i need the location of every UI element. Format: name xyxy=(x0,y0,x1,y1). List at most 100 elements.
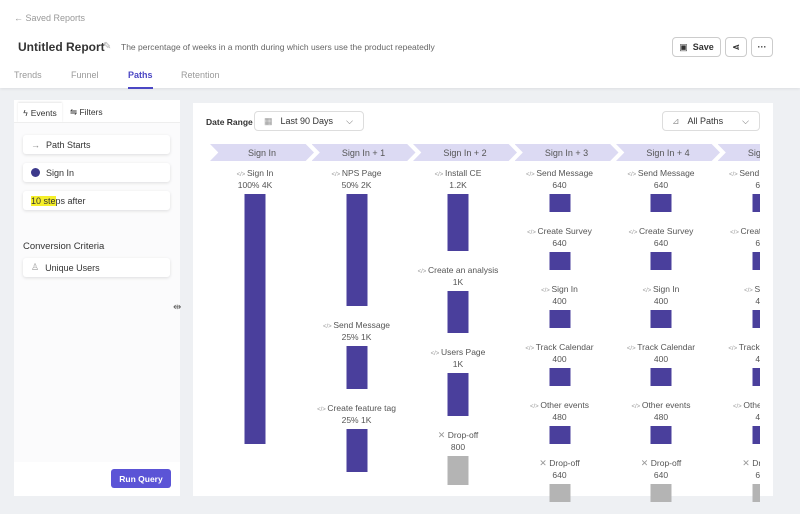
node-label: </> Track Calendar xyxy=(525,342,594,352)
flow-bar xyxy=(346,345,367,389)
flow-bar xyxy=(752,310,760,328)
count-part: Sign In xyxy=(551,284,578,294)
count-part: 400 xyxy=(755,354,760,364)
node-label: </> Sign In xyxy=(642,284,680,294)
filters-tab[interactable]: ⇋ Filters xyxy=(70,107,103,117)
count-part: 400 xyxy=(755,296,760,306)
highlight-text: 10 ste xyxy=(31,195,56,206)
count-part: Track Calendar xyxy=(738,342,760,352)
run-button[interactable]: Run Query xyxy=(111,469,171,488)
count-part: 640 xyxy=(552,238,567,248)
count-part: Drop-off xyxy=(752,458,760,468)
flow-bar xyxy=(549,426,570,444)
node-label: </> Track Calendar xyxy=(626,342,696,352)
flow-bar xyxy=(244,194,266,444)
flow-bar xyxy=(650,484,672,502)
back-link[interactable]: ← Saved Reports xyxy=(14,13,86,23)
node-label: </> Create Survey xyxy=(730,226,760,236)
date-select[interactable]: ▦ Last 90 Days ⌵ xyxy=(254,111,364,131)
tab[interactable]: Trends xyxy=(14,70,42,80)
count-part: Track Calendar xyxy=(535,342,594,352)
edit-icon[interactable]: ✎ xyxy=(103,41,112,52)
header xyxy=(0,0,800,88)
count-part: 1K xyxy=(360,414,372,425)
count-part: 480 xyxy=(755,412,760,422)
flow-bar xyxy=(752,368,760,386)
node-label: </> Other events xyxy=(529,400,590,410)
flow-bar xyxy=(346,194,367,306)
node-label: </> Send Message xyxy=(322,319,391,330)
criteria-card[interactable]: ♙ Unique Users xyxy=(23,258,170,277)
report-title[interactable]: Untitled Report xyxy=(18,40,105,54)
count-part: 400 xyxy=(653,354,669,364)
node-count: 640 xyxy=(755,180,760,190)
count-part: Users Page xyxy=(440,347,486,358)
card-text: Path Starts xyxy=(46,139,91,150)
node-label: </> Create Survey xyxy=(527,226,592,236)
path-flow: Sign In </> Sign In 100% 4K Sign In + 1 </> … xyxy=(193,0,760,514)
node-label: </> Track Calendar xyxy=(728,342,760,352)
select-text: All Paths xyxy=(687,116,724,126)
path-start[interactable]: → Path Starts xyxy=(23,135,170,154)
date-label: Date Range xyxy=(206,117,253,127)
paths-select[interactable]: ⊿ All Paths ⌵ xyxy=(662,111,760,131)
flow-bar xyxy=(650,252,672,270)
count-part: Sign In xyxy=(754,284,760,294)
node-label: </> Send Message xyxy=(525,168,594,178)
node-count: 25% 1K xyxy=(342,332,372,342)
flow-bar xyxy=(346,428,367,472)
flow-bar xyxy=(549,484,570,502)
count-part: 25% xyxy=(341,414,359,425)
node-count: 50% 2K xyxy=(342,180,372,190)
section-title: Conversion Criteria xyxy=(23,241,105,252)
flow-bar xyxy=(549,368,570,386)
node-count: 1K xyxy=(453,277,463,287)
count-part: Create feature tag xyxy=(327,402,396,413)
node-label: </> Create an analysis xyxy=(417,264,499,275)
count-part: Create Survey xyxy=(639,226,694,236)
node-label: </> Install CE xyxy=(434,168,482,178)
count-part: Sign In xyxy=(652,284,680,294)
count-part: 400 xyxy=(653,296,669,306)
tab-active[interactable]: Paths xyxy=(128,70,153,89)
sidebar: ϟ Events ⇋ Filters → Path Starts Sign In 1… xyxy=(14,100,180,496)
count-part: Send Message xyxy=(333,319,391,330)
node-count: 480 xyxy=(755,412,760,422)
event-card[interactable]: Sign In xyxy=(23,163,170,182)
step-header: Sign In + 4 xyxy=(616,144,720,161)
steps-card[interactable]: 10 ste ps after xyxy=(23,191,170,210)
count-part: 640 xyxy=(552,180,567,190)
more-button[interactable]: ··· xyxy=(751,37,773,57)
flow-bar xyxy=(650,194,672,212)
count-part: Send Message xyxy=(637,168,695,178)
count-part: 50% xyxy=(341,180,359,190)
node-count: 640 xyxy=(552,470,566,480)
count-part: 640 xyxy=(653,238,669,248)
count-part: NPS Page xyxy=(341,168,382,178)
count-part: 480 xyxy=(552,412,567,422)
card-text: ps after xyxy=(55,195,86,206)
count-part: Other events xyxy=(641,400,691,410)
card-text: Sign In xyxy=(46,167,75,178)
save-button[interactable]: ▣ Save xyxy=(672,37,721,57)
count-part: Create an analysis xyxy=(427,264,499,275)
flow-bar xyxy=(650,310,672,328)
node-label: </> Other events xyxy=(631,400,691,410)
events-tab[interactable]: ϟ Events xyxy=(18,103,62,123)
flow-bar xyxy=(447,290,469,334)
count-part: Other events xyxy=(540,400,590,410)
node-label: </> Other events xyxy=(733,400,760,410)
tab-text: Events xyxy=(30,107,57,118)
tab[interactable]: Funnel xyxy=(71,70,99,80)
tab-text: Filters xyxy=(79,107,103,117)
node-label: </> Create feature tag xyxy=(317,402,396,413)
tab[interactable]: Retention xyxy=(181,70,220,80)
count-part: Drop-off xyxy=(650,458,682,468)
count-part: Create Survey xyxy=(740,226,761,236)
count-part: 100% xyxy=(237,180,260,190)
node-count: 400 xyxy=(755,296,760,306)
share-button[interactable]: ⋖ xyxy=(725,37,747,57)
node-count: 400 xyxy=(654,296,668,306)
resize-handle[interactable]: ⇹ xyxy=(173,302,182,313)
node-label: </> Sign In xyxy=(541,284,578,294)
